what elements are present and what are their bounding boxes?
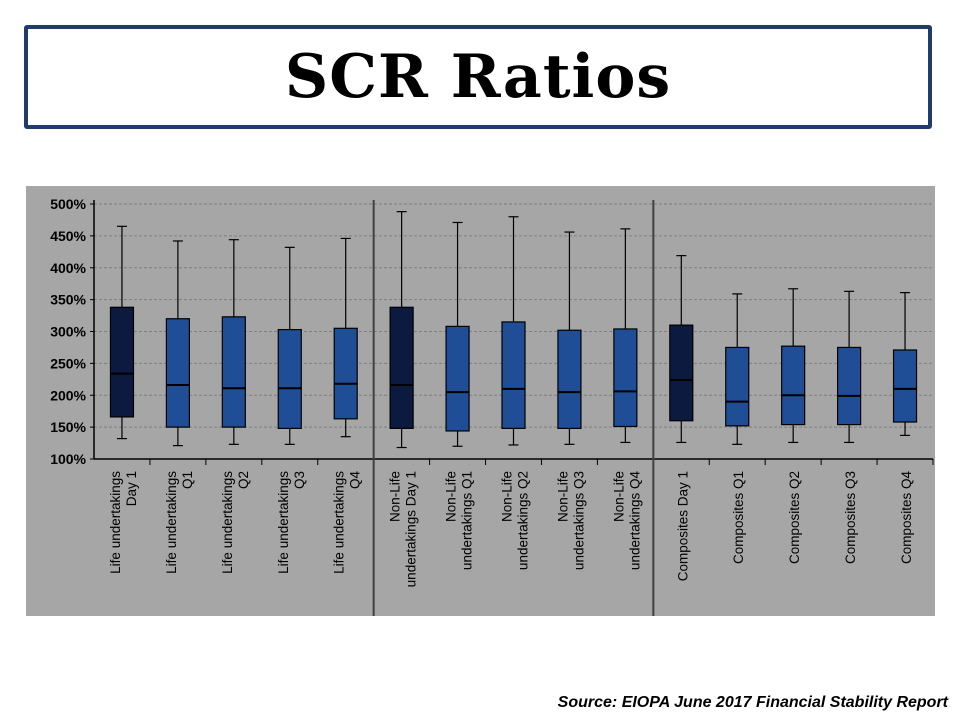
box-7	[445, 325, 470, 432]
chart-area: 500% 450% 400% 350% 300% 250% 200% 150% 100% Life…	[26, 186, 935, 616]
x-category-label-line: Composites Q2	[787, 471, 802, 564]
x-category-label-line: Q3	[292, 471, 307, 489]
x-category-label: Life undertakingsQ1	[164, 471, 195, 574]
x-category-label-line: Non-Life	[444, 471, 459, 522]
x-category-label: Non-Lifeundertakings Q1	[444, 471, 475, 570]
y-tick-label: 200%	[50, 387, 86, 403]
y-tick-label: 100%	[50, 451, 86, 467]
box-13	[781, 345, 806, 426]
title-box: SCR Ratios	[24, 25, 932, 129]
y-tick-label: 500%	[50, 196, 86, 212]
x-category-label-line: Life undertakings	[332, 471, 347, 574]
x-category-label: Non-Lifeundertakings Q2	[500, 471, 531, 570]
x-category-label: Non-Lifeundertakings Q4	[611, 471, 642, 571]
box-5	[333, 327, 358, 420]
y-tick-label: 150%	[50, 419, 86, 435]
box-2	[165, 318, 190, 428]
box-11	[669, 324, 694, 422]
x-category-label-line: undertakings Q4	[627, 471, 642, 571]
x-category-label-line: undertakings Q1	[460, 471, 475, 570]
x-category-label: Life undertakingsQ2	[220, 471, 251, 574]
x-category-label-line: Non-Life	[611, 471, 626, 522]
x-category-label-line: Non-Life	[500, 471, 515, 522]
x-category-label-line: Composites Day 1	[675, 471, 690, 581]
x-category-label-line: Life undertakings	[220, 471, 235, 574]
box-4	[277, 328, 302, 429]
box-6	[389, 306, 414, 430]
x-category-label-line: Q4	[348, 471, 363, 490]
x-category-label-line: undertakings Q3	[571, 471, 586, 570]
x-category-label-line: undertakings Day 1	[404, 471, 419, 587]
x-category-label-line: Q1	[180, 471, 195, 489]
x-category-label: Life undertakingsQ3	[276, 471, 307, 574]
x-category-label-line: Life undertakings	[276, 471, 291, 574]
page-title: SCR Ratios	[284, 42, 672, 112]
box-3	[221, 316, 246, 428]
source-note: Source: EIOPA June 2017 Financial Stabil…	[557, 694, 948, 711]
x-category-label-line: Non-Life	[388, 471, 403, 522]
box-1	[109, 306, 135, 418]
box-9	[557, 329, 582, 430]
x-category-label: Composites Q3	[843, 471, 858, 564]
x-category-label: Composites Day 1	[675, 471, 690, 581]
x-category-label: Non-Lifeundertakings Q3	[555, 471, 586, 570]
box-14	[836, 346, 862, 426]
x-category-label-line: Non-Life	[555, 471, 570, 522]
y-tick-label: 350%	[50, 292, 86, 308]
x-category-label-line: Composites Q1	[731, 471, 746, 564]
x-category-label: Life undertakingsQ4	[332, 471, 363, 574]
x-category-label: Life undertakingsDay 1	[108, 471, 139, 574]
box-8	[501, 321, 526, 430]
x-category-label-line: Q2	[236, 471, 251, 489]
box-15	[892, 349, 918, 423]
box-12	[725, 346, 750, 427]
box-10	[613, 328, 638, 428]
boxplot-chart: 500% 450% 400% 350% 300% 250% 200% 150% 100% Life…	[50, 196, 934, 616]
x-category-label: Composites Q1	[731, 471, 746, 564]
y-tick-label: 300%	[50, 324, 86, 340]
x-category-label-line: Composites Q4	[899, 471, 914, 565]
x-category-label-line: Composites Q3	[843, 471, 858, 564]
x-category-label: Non-Lifeundertakings Day 1	[388, 471, 419, 587]
x-category-label: Composites Q4	[899, 471, 914, 565]
x-category-label-line: Life undertakings	[164, 471, 179, 574]
x-category-label-line: Day 1	[124, 471, 139, 506]
y-tick-label: 250%	[50, 355, 86, 371]
x-category-label-line: undertakings Q2	[516, 471, 531, 570]
y-tick-label: 450%	[50, 228, 86, 244]
x-category-label-line: Life undertakings	[108, 471, 123, 574]
y-tick-label: 400%	[50, 260, 86, 276]
x-category-label: Composites Q2	[787, 471, 802, 564]
